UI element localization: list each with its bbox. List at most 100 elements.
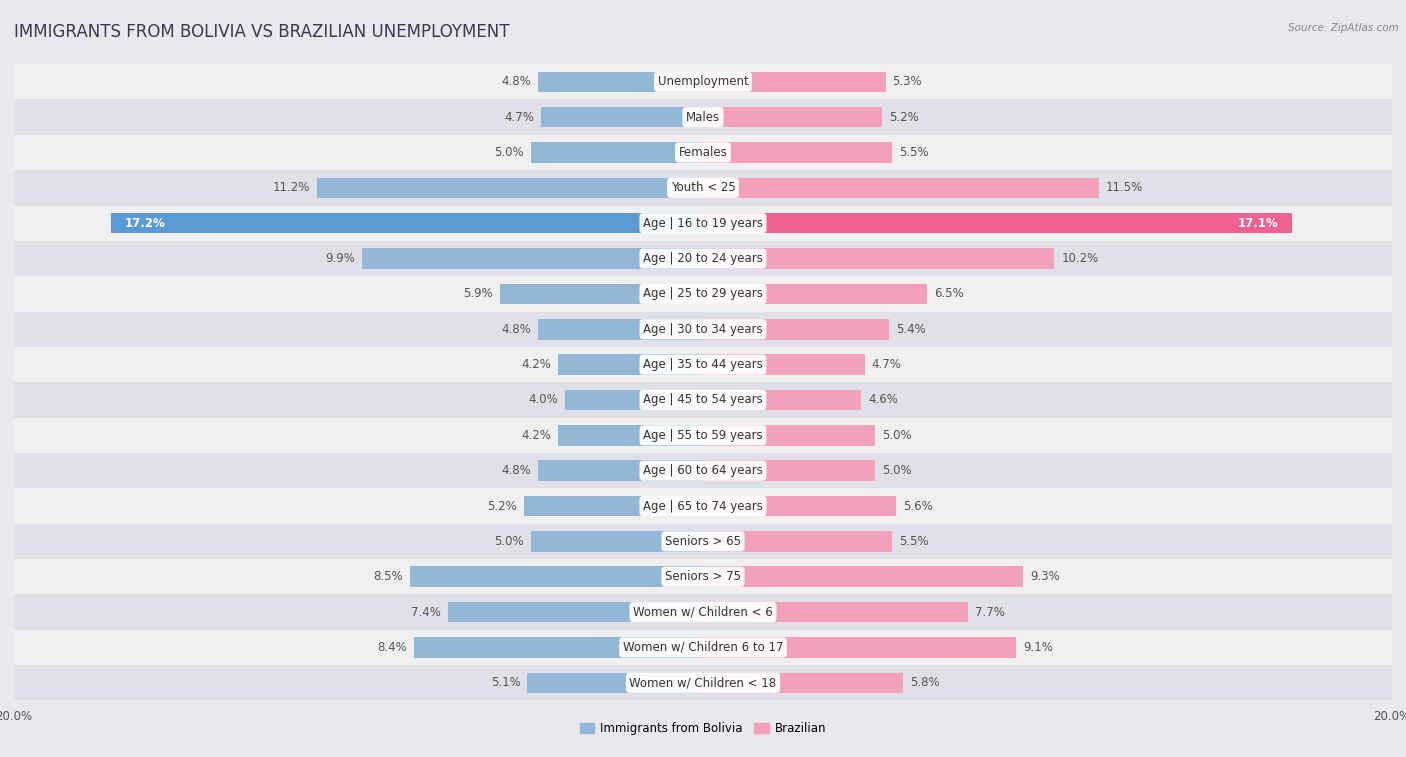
Bar (703, 531, 893, 552)
Text: Age | 20 to 24 years: Age | 20 to 24 years (643, 252, 763, 265)
Bar (703, 460, 875, 481)
Bar (14, 418, 1392, 453)
Text: 11.2%: 11.2% (273, 182, 311, 195)
Text: 7.7%: 7.7% (976, 606, 1005, 618)
Bar (411, 566, 703, 587)
Bar (703, 390, 862, 410)
Bar (413, 637, 703, 658)
Text: 8.5%: 8.5% (374, 570, 404, 583)
Text: 7.4%: 7.4% (412, 606, 441, 618)
Text: 9.1%: 9.1% (1024, 641, 1053, 654)
Bar (449, 602, 703, 622)
Bar (14, 665, 1392, 700)
Text: 4.2%: 4.2% (522, 428, 551, 442)
Text: Seniors > 75: Seniors > 75 (665, 570, 741, 583)
Bar (14, 630, 1392, 665)
Text: Women w/ Children 6 to 17: Women w/ Children 6 to 17 (623, 641, 783, 654)
Bar (499, 284, 703, 304)
Text: 4.8%: 4.8% (501, 322, 531, 336)
Bar (703, 354, 865, 375)
Text: 17.1%: 17.1% (1237, 217, 1278, 229)
Bar (14, 64, 1392, 99)
Text: Age | 30 to 34 years: Age | 30 to 34 years (643, 322, 763, 336)
Text: 4.8%: 4.8% (501, 464, 531, 477)
Text: Females: Females (679, 146, 727, 159)
Text: 4.8%: 4.8% (501, 75, 531, 89)
Text: 5.8%: 5.8% (910, 676, 939, 690)
Text: Age | 55 to 59 years: Age | 55 to 59 years (643, 428, 763, 442)
Text: 11.5%: 11.5% (1107, 182, 1143, 195)
Bar (531, 142, 703, 163)
Bar (703, 213, 1292, 233)
Bar (558, 354, 703, 375)
Text: 5.0%: 5.0% (495, 146, 524, 159)
Text: 5.3%: 5.3% (893, 75, 922, 89)
Text: Age | 35 to 44 years: Age | 35 to 44 years (643, 358, 763, 371)
Bar (14, 524, 1392, 559)
Bar (361, 248, 703, 269)
Bar (703, 496, 896, 516)
Text: 4.0%: 4.0% (529, 394, 558, 407)
Bar (541, 107, 703, 127)
Text: 4.2%: 4.2% (522, 358, 551, 371)
Text: Age | 60 to 64 years: Age | 60 to 64 years (643, 464, 763, 477)
Text: 4.7%: 4.7% (872, 358, 901, 371)
Bar (14, 347, 1392, 382)
Bar (703, 566, 1024, 587)
Bar (703, 319, 889, 339)
Text: Age | 25 to 29 years: Age | 25 to 29 years (643, 288, 763, 301)
Bar (14, 276, 1392, 312)
Bar (537, 71, 703, 92)
Text: Women w/ Children < 18: Women w/ Children < 18 (630, 676, 776, 690)
Bar (703, 142, 893, 163)
Bar (703, 71, 886, 92)
Bar (703, 284, 927, 304)
Text: 5.9%: 5.9% (463, 288, 494, 301)
Text: 5.5%: 5.5% (900, 146, 929, 159)
Bar (565, 390, 703, 410)
Bar (14, 594, 1392, 630)
Text: 9.9%: 9.9% (325, 252, 356, 265)
Text: Age | 45 to 54 years: Age | 45 to 54 years (643, 394, 763, 407)
Bar (703, 672, 903, 693)
Bar (318, 178, 703, 198)
Text: Youth < 25: Youth < 25 (671, 182, 735, 195)
Text: 5.2%: 5.2% (488, 500, 517, 512)
Text: 5.4%: 5.4% (896, 322, 925, 336)
Text: 5.1%: 5.1% (491, 676, 520, 690)
Bar (14, 135, 1392, 170)
Bar (14, 488, 1392, 524)
Bar (14, 382, 1392, 418)
Text: 4.7%: 4.7% (505, 111, 534, 123)
Text: Women w/ Children < 6: Women w/ Children < 6 (633, 606, 773, 618)
Text: Age | 65 to 74 years: Age | 65 to 74 years (643, 500, 763, 512)
Bar (14, 453, 1392, 488)
Bar (703, 107, 882, 127)
Bar (558, 425, 703, 446)
Bar (537, 460, 703, 481)
Bar (703, 425, 875, 446)
Text: Unemployment: Unemployment (658, 75, 748, 89)
Bar (14, 241, 1392, 276)
Bar (531, 531, 703, 552)
Bar (14, 99, 1392, 135)
Text: 5.5%: 5.5% (900, 535, 929, 548)
Bar (14, 205, 1392, 241)
Text: 10.2%: 10.2% (1062, 252, 1098, 265)
Text: 5.0%: 5.0% (882, 428, 911, 442)
Text: 5.0%: 5.0% (882, 464, 911, 477)
Text: 9.3%: 9.3% (1031, 570, 1060, 583)
Text: 8.4%: 8.4% (377, 641, 406, 654)
Bar (537, 319, 703, 339)
Bar (703, 248, 1054, 269)
Bar (527, 672, 703, 693)
Bar (14, 170, 1392, 205)
Bar (14, 559, 1392, 594)
Text: 6.5%: 6.5% (934, 288, 963, 301)
Text: Males: Males (686, 111, 720, 123)
Bar (14, 312, 1392, 347)
Bar (703, 637, 1017, 658)
Text: Source: ZipAtlas.com: Source: ZipAtlas.com (1288, 23, 1399, 33)
Text: 5.0%: 5.0% (495, 535, 524, 548)
Text: IMMIGRANTS FROM BOLIVIA VS BRAZILIAN UNEMPLOYMENT: IMMIGRANTS FROM BOLIVIA VS BRAZILIAN UNE… (14, 23, 509, 41)
